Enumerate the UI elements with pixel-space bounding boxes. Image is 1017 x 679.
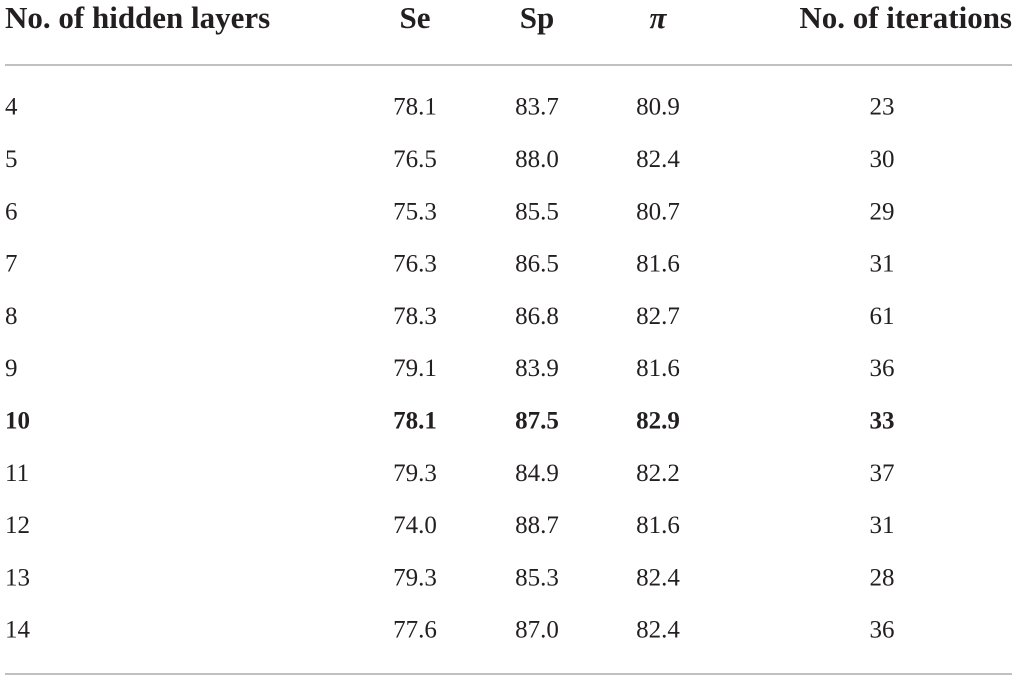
table-cell: 76.3 xyxy=(393,251,437,278)
table-cell: 86.8 xyxy=(515,303,559,330)
table-cell: 29 xyxy=(870,198,895,225)
table-cell: 74.0 xyxy=(393,512,437,539)
table-cell: 37 xyxy=(870,460,895,487)
table-cell: 82.2 xyxy=(636,460,680,487)
table-cell: 81.6 xyxy=(636,355,680,382)
column-header: No. of hidden layers xyxy=(5,0,270,35)
table-cell: 14 xyxy=(5,617,31,644)
table-cell: 80.7 xyxy=(636,198,680,225)
table-cell: 31 xyxy=(870,251,895,278)
table-cell: 8 xyxy=(5,303,18,330)
table-cell: 86.5 xyxy=(515,251,559,278)
table-cell: 78.1 xyxy=(393,408,437,435)
table-cell: 31 xyxy=(870,512,895,539)
table-cell: 84.9 xyxy=(515,460,559,487)
table-cell: 79.1 xyxy=(393,355,437,382)
table-cell: 30 xyxy=(870,146,895,173)
table-cell: 61 xyxy=(870,303,895,330)
column-header: Se xyxy=(400,0,431,35)
table-cell: 6 xyxy=(5,198,18,225)
table-cell: 80.9 xyxy=(636,94,680,121)
table-cell: 81.6 xyxy=(636,512,680,539)
table-cell: 7 xyxy=(5,251,18,278)
table-cell: 87.5 xyxy=(515,408,559,435)
table-cell: 82.4 xyxy=(636,564,680,591)
table-cell: 13 xyxy=(5,564,30,591)
table-cell: 75.3 xyxy=(393,198,437,225)
table-cell: 88.7 xyxy=(515,512,559,539)
table-cell: 82.9 xyxy=(636,408,680,435)
table-cell: 11 xyxy=(5,460,29,487)
table-cell: 82.4 xyxy=(636,617,680,644)
table-cell: 81.6 xyxy=(636,251,680,278)
table-cell: 77.6 xyxy=(393,617,437,644)
column-header: Sp xyxy=(520,0,554,35)
table-cell: 78.3 xyxy=(393,303,437,330)
table-cell: 79.3 xyxy=(393,460,437,487)
table-cell: 88.0 xyxy=(515,146,559,173)
table-cell: 83.9 xyxy=(515,355,559,382)
column-header: No. of iterations xyxy=(799,0,1012,35)
table-cell: 23 xyxy=(870,94,895,121)
table-cell: 28 xyxy=(870,564,895,591)
table-cell: 76.5 xyxy=(393,146,437,173)
table-cell: 36 xyxy=(870,355,895,382)
table-cell: 36 xyxy=(870,617,895,644)
table-cell: 82.4 xyxy=(636,146,680,173)
table-cell: 87.0 xyxy=(515,617,559,644)
table-cell: 5 xyxy=(5,146,18,173)
table-cell: 78.1 xyxy=(393,94,437,121)
table-cell: 33 xyxy=(870,408,895,435)
table-cell: 4 xyxy=(5,94,18,121)
table-cell: 83.7 xyxy=(515,94,559,121)
table-cell: 9 xyxy=(5,355,18,382)
table-cell: 10 xyxy=(5,408,30,435)
column-header: π xyxy=(650,0,668,35)
table-cell: 85.5 xyxy=(515,198,559,225)
table-cell: 85.3 xyxy=(515,564,559,591)
table-cell: 12 xyxy=(5,512,30,539)
table-cell: 79.3 xyxy=(393,564,437,591)
table-cell: 82.7 xyxy=(636,303,680,330)
